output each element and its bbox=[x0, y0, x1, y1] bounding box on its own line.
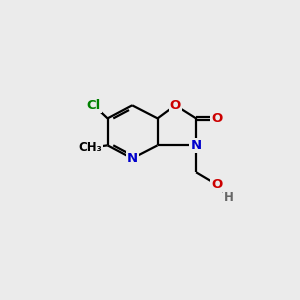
Text: O: O bbox=[211, 178, 223, 191]
Text: N: N bbox=[190, 139, 202, 152]
Text: H: H bbox=[224, 191, 234, 204]
Text: CH₃: CH₃ bbox=[79, 141, 103, 154]
Text: N: N bbox=[127, 152, 138, 165]
Text: O: O bbox=[211, 112, 223, 125]
Text: Cl: Cl bbox=[87, 99, 101, 112]
Text: O: O bbox=[170, 99, 181, 112]
